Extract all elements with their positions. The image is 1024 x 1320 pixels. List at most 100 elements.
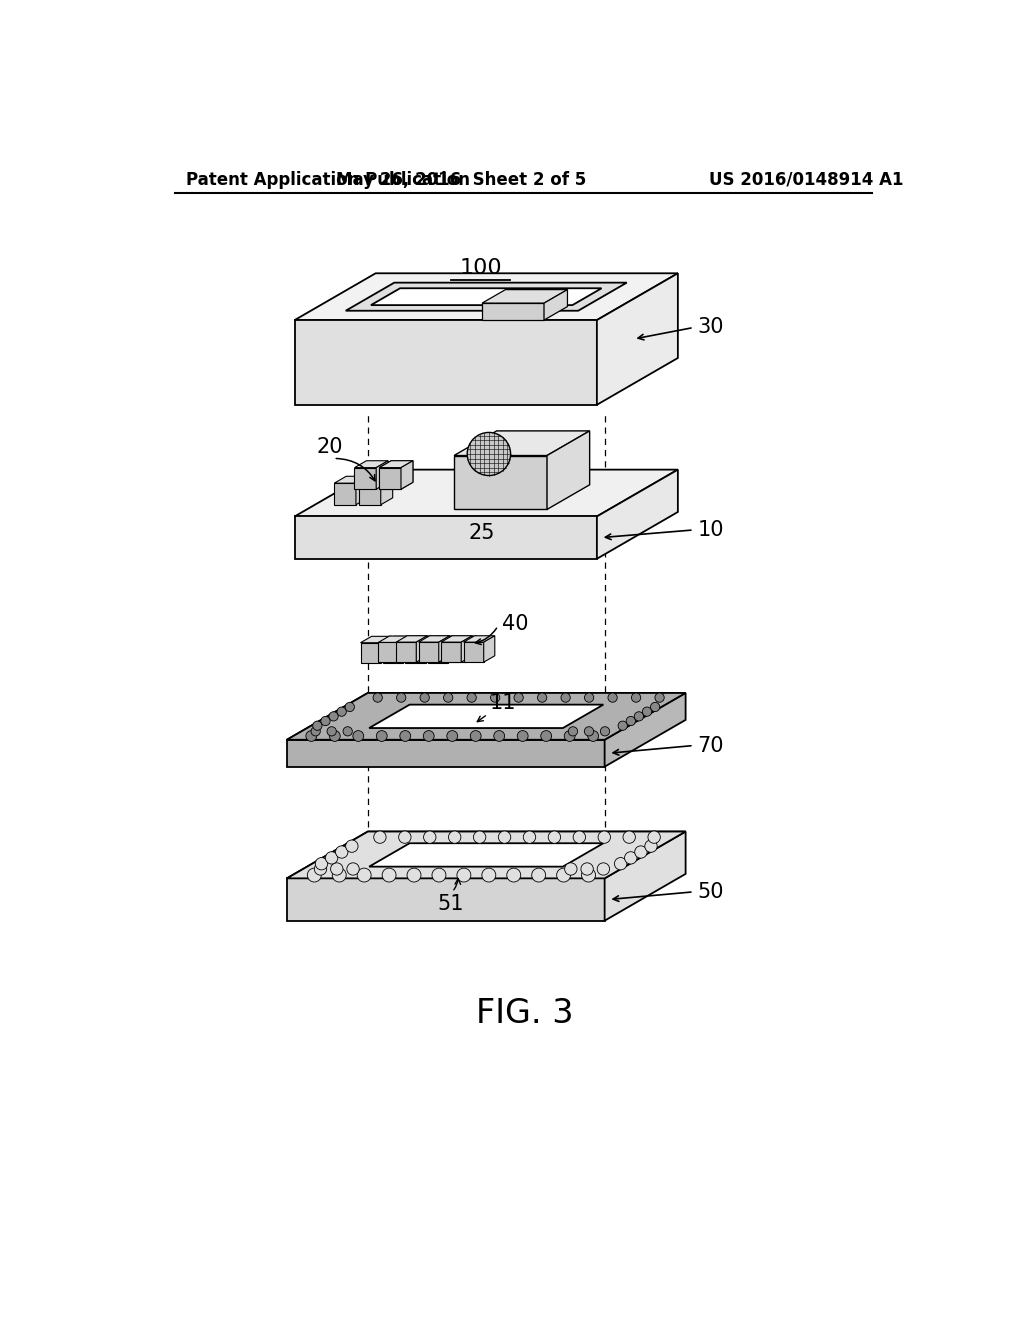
Circle shape — [614, 858, 627, 870]
Polygon shape — [443, 636, 455, 663]
Polygon shape — [359, 483, 381, 504]
Polygon shape — [356, 477, 368, 504]
Circle shape — [645, 840, 657, 853]
Polygon shape — [441, 636, 472, 642]
Circle shape — [623, 832, 636, 843]
Circle shape — [538, 693, 547, 702]
Circle shape — [626, 717, 636, 726]
Polygon shape — [369, 705, 603, 729]
Circle shape — [564, 730, 575, 742]
Circle shape — [345, 702, 354, 711]
Circle shape — [321, 717, 330, 726]
Polygon shape — [381, 636, 392, 663]
Polygon shape — [369, 843, 603, 867]
Circle shape — [588, 730, 599, 742]
Polygon shape — [482, 304, 544, 321]
Polygon shape — [464, 636, 495, 642]
Polygon shape — [597, 470, 678, 558]
Polygon shape — [423, 643, 443, 663]
Circle shape — [608, 693, 617, 702]
Circle shape — [561, 693, 570, 702]
Circle shape — [467, 693, 476, 702]
Text: 30: 30 — [697, 318, 724, 338]
Circle shape — [398, 832, 411, 843]
Circle shape — [648, 832, 660, 843]
Polygon shape — [406, 643, 426, 663]
Circle shape — [420, 693, 429, 702]
Circle shape — [517, 730, 528, 742]
Circle shape — [315, 858, 328, 870]
Circle shape — [337, 708, 346, 717]
Polygon shape — [604, 832, 686, 921]
Circle shape — [343, 727, 352, 737]
Polygon shape — [376, 461, 388, 490]
Polygon shape — [419, 642, 438, 663]
Polygon shape — [461, 636, 472, 663]
Text: 10: 10 — [697, 520, 724, 540]
Circle shape — [632, 693, 641, 702]
Circle shape — [331, 863, 343, 875]
Circle shape — [449, 832, 461, 843]
Circle shape — [346, 840, 358, 853]
Polygon shape — [295, 321, 597, 405]
Circle shape — [548, 832, 560, 843]
Circle shape — [382, 869, 396, 882]
Polygon shape — [379, 461, 413, 467]
Polygon shape — [287, 739, 604, 767]
Polygon shape — [334, 483, 356, 504]
Polygon shape — [295, 516, 597, 558]
Polygon shape — [346, 282, 627, 310]
Circle shape — [311, 727, 321, 737]
Circle shape — [625, 851, 637, 865]
Circle shape — [618, 721, 628, 730]
Polygon shape — [597, 273, 678, 405]
Circle shape — [573, 832, 586, 843]
Polygon shape — [449, 636, 459, 663]
Polygon shape — [417, 636, 427, 663]
Polygon shape — [379, 461, 413, 467]
Polygon shape — [482, 289, 567, 304]
Circle shape — [357, 869, 371, 882]
Text: FIG. 3: FIG. 3 — [476, 997, 573, 1030]
Circle shape — [541, 730, 552, 742]
Circle shape — [347, 863, 359, 875]
Text: Patent Application Publication: Patent Application Publication — [186, 172, 470, 189]
Text: 20: 20 — [316, 437, 343, 457]
Circle shape — [467, 433, 511, 475]
Polygon shape — [383, 643, 403, 663]
Circle shape — [582, 869, 596, 882]
Polygon shape — [441, 642, 461, 663]
Polygon shape — [445, 636, 477, 643]
Polygon shape — [421, 636, 432, 663]
Circle shape — [374, 832, 386, 843]
Polygon shape — [423, 636, 455, 643]
Circle shape — [490, 693, 500, 702]
Circle shape — [457, 869, 471, 882]
Polygon shape — [400, 643, 421, 663]
Text: 100: 100 — [460, 257, 502, 277]
Circle shape — [432, 869, 445, 882]
Circle shape — [306, 730, 316, 742]
Polygon shape — [360, 636, 392, 643]
Text: 11: 11 — [489, 693, 516, 713]
Polygon shape — [334, 477, 368, 483]
Circle shape — [507, 869, 521, 882]
Circle shape — [336, 846, 348, 858]
Circle shape — [396, 693, 406, 702]
Circle shape — [326, 851, 338, 865]
Circle shape — [408, 869, 421, 882]
Polygon shape — [454, 430, 590, 455]
Polygon shape — [406, 636, 436, 643]
Polygon shape — [360, 643, 381, 663]
Polygon shape — [401, 461, 413, 490]
Circle shape — [329, 711, 338, 721]
Circle shape — [531, 869, 546, 882]
Circle shape — [600, 727, 609, 737]
Circle shape — [423, 730, 434, 742]
Polygon shape — [419, 636, 450, 642]
Circle shape — [353, 730, 364, 742]
Polygon shape — [401, 461, 413, 490]
Circle shape — [585, 727, 594, 737]
Circle shape — [634, 711, 643, 721]
Polygon shape — [396, 642, 417, 663]
